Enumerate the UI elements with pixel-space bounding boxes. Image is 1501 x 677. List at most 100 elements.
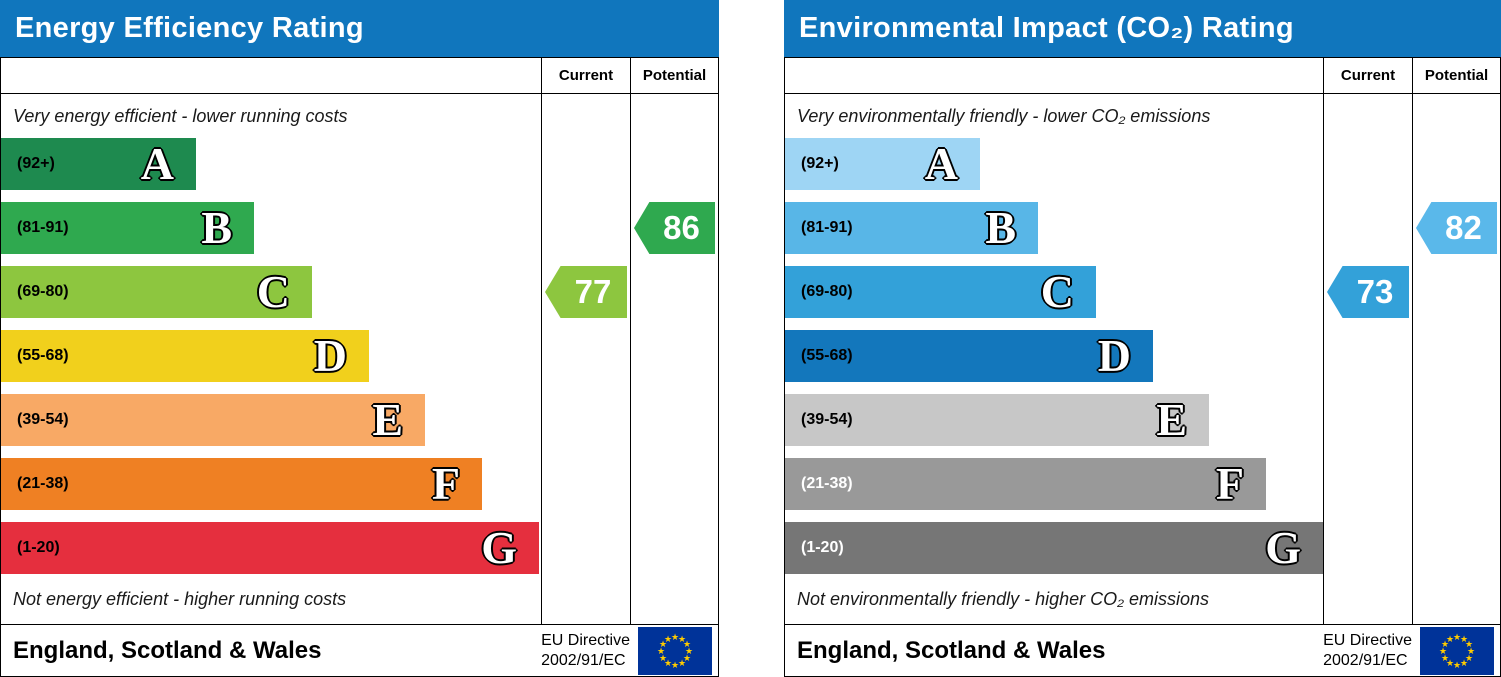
- band-c: (69-80) C: [785, 266, 1096, 318]
- band-row: (92+) A: [785, 138, 1500, 190]
- environmental-chart-title: Environmental Impact (CO₂) Rating: [799, 12, 1294, 44]
- energy-potential-column: 86: [630, 94, 718, 624]
- band-f: (21-38) F: [1, 458, 482, 510]
- svg-text:★: ★: [1465, 640, 1473, 650]
- eu-flag-icon: ★ ★ ★ ★ ★ ★ ★ ★ ★ ★ ★ ★: [638, 626, 712, 675]
- environmental-chart-footer: England, Scotland & Wales EU Directive 2…: [785, 624, 1500, 676]
- environmental-potential-column: 82: [1412, 94, 1500, 624]
- band-row: (55-68) D: [785, 330, 1500, 382]
- eu-flag-icon: ★ ★ ★ ★ ★ ★ ★ ★ ★ ★ ★ ★: [1420, 626, 1494, 675]
- svg-text:★: ★: [664, 659, 672, 669]
- svg-text:★: ★: [659, 640, 667, 650]
- svg-text:★: ★: [1460, 635, 1468, 645]
- band-row: (21-38) F: [1, 458, 718, 510]
- energy-chart-footer: England, Scotland & Wales EU Directive 2…: [1, 624, 718, 676]
- band-d: (55-68) D: [785, 330, 1153, 382]
- energy-current-column: 77: [541, 94, 630, 624]
- band-d-range: (55-68): [801, 347, 853, 364]
- svg-text:★: ★: [657, 647, 665, 657]
- band-b-range: (81-91): [801, 219, 853, 236]
- environmental-bands: (92+) A (81-91) B (69-80) C: [785, 138, 1500, 574]
- svg-text:★: ★: [683, 640, 691, 650]
- environmental-current-column: 73: [1323, 94, 1412, 624]
- band-row: (55-68) D: [1, 330, 718, 382]
- environmental-column-header-row: Current Potential: [785, 58, 1500, 94]
- energy-rating-table: Current Potential Very energy efficient …: [0, 57, 719, 677]
- svg-text:★: ★: [1446, 635, 1454, 645]
- svg-text:★: ★: [683, 654, 691, 664]
- energy-current-column-header: Current: [541, 58, 630, 93]
- band-c-range: (69-80): [801, 283, 853, 300]
- svg-text:★: ★: [1453, 661, 1461, 671]
- energy-bands: (92+) A (81-91) B (69-80) C: [1, 138, 718, 574]
- environmental-potential-column-header: Potential: [1412, 58, 1500, 93]
- band-a-letter: A: [924, 138, 958, 189]
- svg-text:★: ★: [678, 635, 686, 645]
- energy-chart-body: Very energy efficient - lower running co…: [1, 94, 718, 624]
- band-f: (21-38) F: [785, 458, 1266, 510]
- svg-text:★: ★: [659, 654, 667, 664]
- band-f-range: (21-38): [801, 475, 853, 492]
- band-row: (81-91) B: [785, 202, 1500, 254]
- band-g-range: (1-20): [17, 539, 60, 556]
- band-a: (92+) A: [1, 138, 196, 190]
- eu-directive-line1: EU Directive: [541, 631, 630, 649]
- band-a: (92+) A: [785, 138, 980, 190]
- svg-text:★: ★: [671, 633, 679, 643]
- band-b: (81-91) B: [1, 202, 254, 254]
- band-g: (1-20) G: [1, 522, 539, 574]
- energy-potential-column-header: Potential: [630, 58, 718, 93]
- svg-text:★: ★: [1446, 659, 1454, 669]
- band-row: (69-80) C: [785, 266, 1500, 318]
- band-b-letter: B: [201, 202, 232, 253]
- band-b-letter: B: [985, 202, 1016, 253]
- energy-column-header-row: Current Potential: [1, 58, 718, 94]
- band-row: (39-54) E: [1, 394, 718, 446]
- band-g-range: (1-20): [801, 539, 844, 556]
- band-a-letter: A: [140, 138, 174, 189]
- eu-directive-line2: 2002/91/EC: [1323, 651, 1408, 669]
- svg-text:★: ★: [671, 661, 679, 671]
- band-e: (39-54) E: [1, 394, 425, 446]
- svg-text:★: ★: [1441, 640, 1449, 650]
- environmental-impact-chart: Environmental Impact (CO₂) Rating Curren…: [784, 0, 1501, 677]
- energy-potential-rating-arrow: 86: [634, 202, 715, 254]
- band-row: (1-20) G: [1, 522, 718, 574]
- environmental-title-bar: Environmental Impact (CO₂) Rating: [784, 0, 1501, 57]
- band-c-letter: C: [256, 266, 290, 317]
- environmental-region-label: England, Scotland & Wales: [797, 636, 1106, 664]
- band-row: (81-91) B: [1, 202, 718, 254]
- energy-title-bar: Energy Efficiency Rating: [0, 0, 719, 57]
- band-e-range: (39-54): [17, 411, 69, 428]
- environmental-potential-rating-arrow: 82: [1416, 202, 1497, 254]
- svg-text:★: ★: [1439, 647, 1447, 657]
- energy-top-note: Very energy efficient - lower running co…: [13, 105, 348, 126]
- environmental-rating-table: Current Potential Very environmentally f…: [784, 57, 1501, 677]
- band-b: (81-91) B: [785, 202, 1038, 254]
- band-a-range: (92+): [17, 155, 55, 172]
- energy-chart-title: Energy Efficiency Rating: [15, 12, 364, 44]
- band-row: (69-80) C: [1, 266, 718, 318]
- band-e-letter: E: [372, 394, 403, 445]
- environmental-top-note: Very environmentally friendly - lower CO…: [797, 105, 1211, 126]
- band-g-letter: G: [481, 522, 517, 573]
- band-f-range: (21-38): [17, 475, 69, 492]
- svg-text:★: ★: [1467, 647, 1475, 657]
- environmental-chart-body: Very environmentally friendly - lower CO…: [785, 94, 1500, 624]
- energy-current-rating-arrow: 77: [545, 266, 627, 318]
- svg-text:★: ★: [1465, 654, 1473, 664]
- band-d: (55-68) D: [1, 330, 369, 382]
- band-c-letter: C: [1040, 266, 1074, 317]
- svg-text:★: ★: [1453, 633, 1461, 643]
- band-row: (1-20) G: [785, 522, 1500, 574]
- eu-directive-line1: EU Directive: [1323, 631, 1412, 649]
- energy-eu-directive-label: EU Directive 2002/91/EC: [541, 631, 630, 671]
- environmental-eu-directive-label: EU Directive 2002/91/EC: [1323, 631, 1412, 671]
- svg-text:★: ★: [678, 659, 686, 669]
- band-d-letter: D: [1097, 330, 1131, 381]
- band-c-range: (69-80): [17, 283, 69, 300]
- band-g: (1-20) G: [785, 522, 1323, 574]
- svg-text:★: ★: [1441, 654, 1449, 664]
- band-f-letter: F: [1215, 458, 1244, 509]
